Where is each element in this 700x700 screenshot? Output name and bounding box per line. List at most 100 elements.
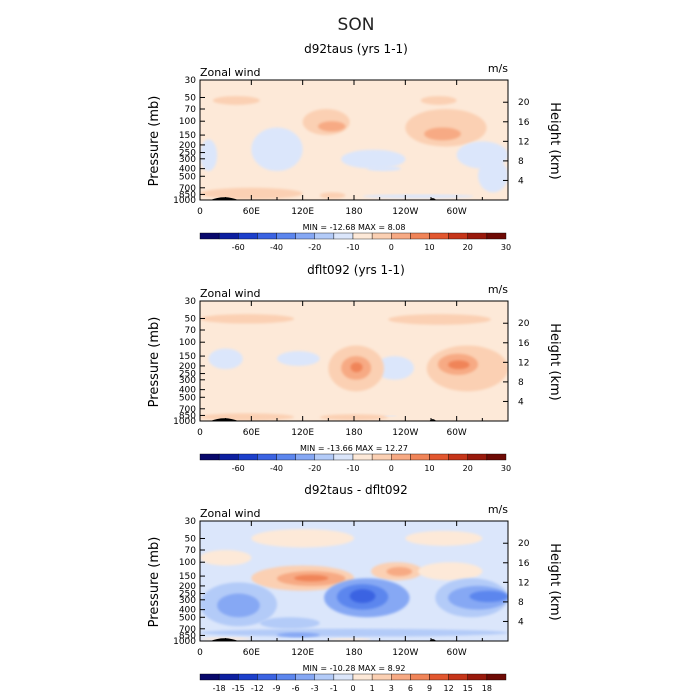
y-tick-label: 70 (185, 105, 197, 115)
colorbar-label: 10 (424, 243, 434, 252)
colorbar-label: 6 (408, 684, 413, 693)
colorbar-label: -40 (270, 464, 283, 473)
colorbar-swatch (467, 232, 488, 240)
x-tick-label: 120W (392, 207, 418, 217)
colorbar-label: -18 (213, 684, 226, 693)
colorbar-swatch (257, 673, 277, 681)
colorbar-label: 20 (463, 464, 473, 473)
colorbar-swatch (352, 453, 373, 461)
colorbar-swatch (410, 673, 430, 681)
contour-region (200, 139, 218, 172)
units-label: m/s (488, 62, 508, 75)
y-tick-label: 850 (179, 631, 196, 641)
y-tick-label: 250 (179, 590, 196, 600)
contour-region (200, 628, 508, 637)
terrain-mask (210, 418, 239, 421)
contour-region (362, 194, 474, 199)
stats-label: MIN = -13.66 MAX = 12.27 (300, 444, 408, 453)
colorbar-swatch (486, 673, 507, 681)
y-right-tick-label: 16 (518, 339, 530, 349)
x-tick-label: 120W (392, 428, 418, 438)
units-label: m/s (488, 283, 508, 296)
colorbar-swatch (199, 232, 220, 240)
colorbar-label: -20 (308, 243, 321, 252)
contour-region (405, 530, 483, 546)
x-tick-label: 120E (291, 648, 314, 658)
y-tick-label: 400 (179, 386, 196, 396)
colorbar-swatch (448, 232, 468, 240)
y-axis-label: Pressure (mb) (147, 317, 162, 408)
y-tick-label: 50 (185, 314, 197, 324)
colorbar-swatch (391, 453, 411, 461)
colorbar-swatch (295, 453, 315, 461)
y-tick-label: 500 (179, 393, 196, 403)
y-axis-label: Pressure (mb) (147, 96, 162, 187)
contour-region (375, 356, 414, 380)
colorbar-label: 30 (501, 243, 511, 252)
y-tick-label: 70 (185, 326, 197, 336)
y-tick-label: 200 (179, 582, 196, 592)
colorbar-label: -3 (311, 684, 319, 693)
y-right-tick-label: 20 (518, 98, 530, 108)
y-tick-label: 700 (179, 405, 196, 415)
x-tick-label: 180 (345, 648, 362, 658)
panel-difference: d92taus - dflt092 Zonal wind m/s Pressur… (147, 483, 562, 693)
colorbar-swatch (391, 673, 411, 681)
x-tick-label: 180 (345, 207, 362, 217)
field-label: Zonal wind (200, 507, 261, 520)
y-tick-label: 1000 (173, 637, 196, 647)
colorbar-swatch (429, 232, 449, 240)
contour-region (259, 617, 320, 629)
contour-region (200, 187, 303, 200)
contour-field (200, 301, 508, 421)
y-tick-label: 150 (179, 131, 196, 141)
colorbar-label: -20 (308, 464, 321, 473)
y-tick-label: 300 (179, 155, 196, 165)
colorbar-label: 15 (463, 684, 473, 693)
terrain-mask (210, 638, 239, 641)
colorbar-swatch (218, 453, 239, 461)
colorbar-swatch (448, 453, 468, 461)
colorbar-swatch (295, 232, 315, 240)
contour-region (448, 360, 470, 370)
y-tick-label: 700 (179, 184, 196, 194)
panel-title: d92taus - dflt092 (304, 483, 408, 497)
colorbar-label: -40 (270, 243, 283, 252)
contour-region (424, 127, 461, 141)
y-right-tick-label: 12 (518, 578, 529, 588)
colorbar-swatch (467, 453, 488, 461)
colorbar-label: -60 (232, 464, 245, 473)
x-tick-label: 180 (345, 428, 362, 438)
y-tick-label: 200 (179, 141, 196, 151)
contour-field (200, 521, 508, 641)
colorbar-swatch (295, 673, 315, 681)
colorbar-swatch (410, 453, 430, 461)
contour-region (318, 121, 346, 132)
contour-region (294, 574, 329, 582)
colorbar-swatch (371, 673, 392, 681)
y-tick-label: 500 (179, 613, 196, 623)
panel-title: dflt092 (yrs 1-1) (307, 263, 405, 277)
contour-region (383, 415, 397, 417)
y-right-tick-label: 8 (518, 157, 524, 167)
x-tick-label: 0 (197, 428, 203, 438)
contour-field (200, 80, 508, 200)
x-tick-label: 0 (197, 648, 203, 658)
y-tick-label: 250 (179, 149, 196, 159)
y-tick-label: 50 (185, 93, 197, 103)
page-title: SON (338, 15, 375, 35)
contour-region (319, 192, 346, 199)
y-right-tick-label: 20 (518, 319, 530, 329)
colorbar-swatch (352, 232, 373, 240)
y-right-tick-label: 8 (518, 378, 524, 388)
contour-region (200, 413, 295, 421)
y-tick-label: 250 (179, 370, 196, 380)
y-tick-label: 500 (179, 172, 196, 182)
y-tick-label: 400 (179, 606, 196, 616)
x-tick-label: 60W (446, 207, 466, 217)
colorbar-swatch (314, 453, 335, 461)
y-axis-label: Pressure (mb) (147, 537, 162, 628)
colorbar-swatch (199, 673, 220, 681)
x-tick-label: 120E (291, 207, 314, 217)
colorbar-label: -60 (232, 243, 245, 252)
